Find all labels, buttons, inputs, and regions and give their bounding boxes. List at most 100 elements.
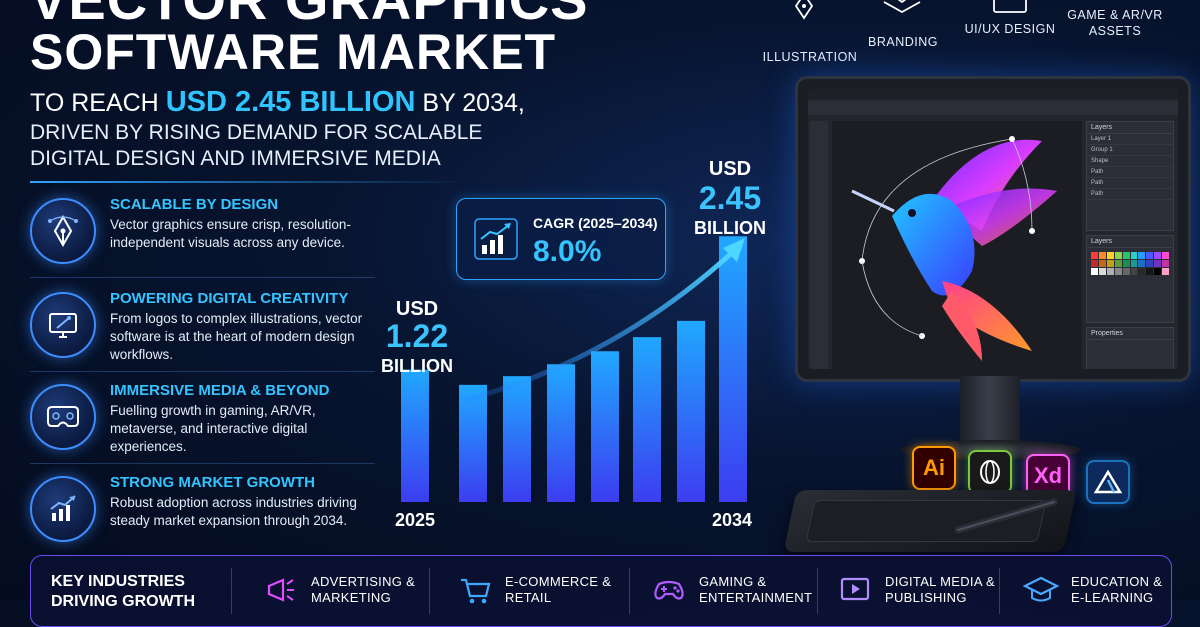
headline-subline-2: DIGITAL DESIGN AND IMMERSIVE MEDIA [30,147,441,170]
color-swatch[interactable] [1138,268,1146,275]
feature-growth: STRONG MARKET GROWTH Robust adoption acr… [30,472,375,552]
color-swatch[interactable] [1091,252,1098,259]
layers-panel[interactable]: Layers Layer 1 Group 1 Shape Path Path P… [1086,121,1174,231]
branding-icon [883,0,921,14]
color-swatch[interactable] [1114,252,1122,259]
end-year: 2034 [712,510,753,530]
illustrator-logo: Ai [912,446,956,490]
play-video-icon [840,577,870,601]
industry-divider [629,568,630,614]
color-swatch[interactable] [1130,268,1138,275]
headline-line-1: VECTOR GRAPHICS [30,0,588,28]
color-swatch[interactable] [1154,268,1162,275]
bar-2029 [591,351,619,502]
feature-divider [30,277,375,278]
industry-label-line-2: ENTERTAINMENT [699,590,813,605]
industry-label: GAMING & ENTERTAINMENT [699,574,812,606]
industry-divider [817,568,818,614]
vr-headset-icon [30,384,96,450]
color-swatch[interactable] [1138,260,1146,267]
design-app-screen: Layers Layer 1 Group 1 Shape Path Path P… [808,89,1178,369]
color-swatch[interactable] [1098,260,1106,267]
color-swatches[interactable] [1087,248,1173,279]
color-swatch[interactable] [1162,252,1169,259]
headline-line-2: SOFTWARE MARKET [30,24,557,80]
app-title-bar [808,89,1178,99]
color-swatch[interactable] [1114,260,1122,267]
graduation-cap-icon [1022,576,1060,602]
layer-row[interactable]: Path [1087,189,1173,200]
feature-description: From logos to complex illustrations, vec… [110,311,363,362]
headline-divider [30,181,470,183]
bar-2026 [459,384,487,502]
layers-panel-title: Layers [1087,122,1173,134]
color-swatch[interactable] [1138,252,1146,259]
app-tool-strip[interactable] [810,121,828,369]
color-swatch[interactable] [1130,260,1138,267]
layer-row[interactable]: Path [1087,167,1173,178]
color-swatch[interactable] [1146,268,1154,275]
headline-subtitle: TO REACH USD 2.45 BILLION BY 2034, [30,86,525,119]
color-swatch[interactable] [1122,268,1130,275]
properties-panel[interactable]: Properties [1086,327,1174,369]
industry-label: DIGITAL MEDIA & PUBLISHING [885,574,995,606]
industry-label-line-2: RETAIL [505,590,552,605]
color-swatch[interactable] [1106,268,1114,275]
bar-2025 [401,369,429,502]
start-unit: BILLION [381,356,453,376]
feature-title: SCALABLE BY DESIGN [110,196,279,213]
subtitle-prefix: TO REACH [30,89,159,117]
growth-chart-icon [30,476,96,542]
color-swatch[interactable] [1091,260,1098,267]
industry-label-line-2: MARKETING [311,590,391,605]
color-swatch[interactable] [1162,260,1169,267]
feature-description: Fuelling growth in gaming, AR/VR, metave… [110,403,316,454]
start-currency: USD [395,298,439,320]
industry-divider [429,568,430,614]
color-swatch[interactable] [1122,252,1130,259]
feature-description: Robust adoption across industries drivin… [110,495,357,528]
properties-panel-title: Properties [1087,328,1173,340]
color-swatch[interactable] [1146,260,1154,267]
gamepad-icon [654,580,684,600]
growth-trend-arrow [464,248,737,403]
color-swatch[interactable] [1098,268,1106,275]
industry-label-line-2: E-LEARNING [1071,590,1154,605]
swatches-panel[interactable]: Layers [1086,235,1174,323]
color-swatch[interactable] [1154,260,1162,267]
feature-immersive: IMMERSIVE MEDIA & BEYOND Fuelling growth… [30,380,375,464]
app-label-branding: BRANDING [868,35,938,49]
industry-label-line-1: DIGITAL MEDIA & [885,574,995,589]
layer-row[interactable]: Layer 1 [1087,134,1173,145]
color-swatch[interactable] [1162,268,1169,275]
color-swatch[interactable] [1106,252,1114,259]
end-value: 2.45 [698,180,762,216]
affinity-designer-logo [1086,460,1130,504]
feature-title: STRONG MARKET GROWTH [110,474,315,491]
cagr-callout: CAGR (2025–2034) 8.0% [456,198,666,280]
layer-row[interactable]: Shape [1087,156,1173,167]
app-canvas[interactable] [832,121,1082,369]
color-swatch[interactable] [1098,252,1106,259]
end-unit: BILLION [694,218,766,238]
industry-label-line-1: E-COMMERCE & [505,574,612,589]
color-swatch[interactable] [1122,260,1130,267]
industries-heading-line-1: KEY INDUSTRIES [51,573,185,590]
end-currency: USD [708,158,752,180]
app-label-ui-ux: UI/UX DESIGN [964,22,1056,36]
layer-row[interactable]: Group 1 [1087,145,1173,156]
illustration-pen-icon [794,0,814,20]
color-swatch[interactable] [1106,260,1114,267]
subtitle-suffix: BY 2034, [422,89,525,117]
market-bar-chart [401,236,747,502]
color-swatch[interactable] [1146,252,1154,259]
color-swatch[interactable] [1154,252,1162,259]
layer-row[interactable]: Path [1087,178,1173,189]
color-swatch[interactable] [1114,268,1122,275]
color-swatch[interactable] [1091,268,1098,275]
pen-nib-icon [30,198,96,264]
app-label-illustration: ILLUSTRATION [762,50,858,64]
start-value: 1.22 [385,318,449,354]
color-swatch[interactable] [1130,252,1138,259]
bar-2030 [633,337,661,502]
